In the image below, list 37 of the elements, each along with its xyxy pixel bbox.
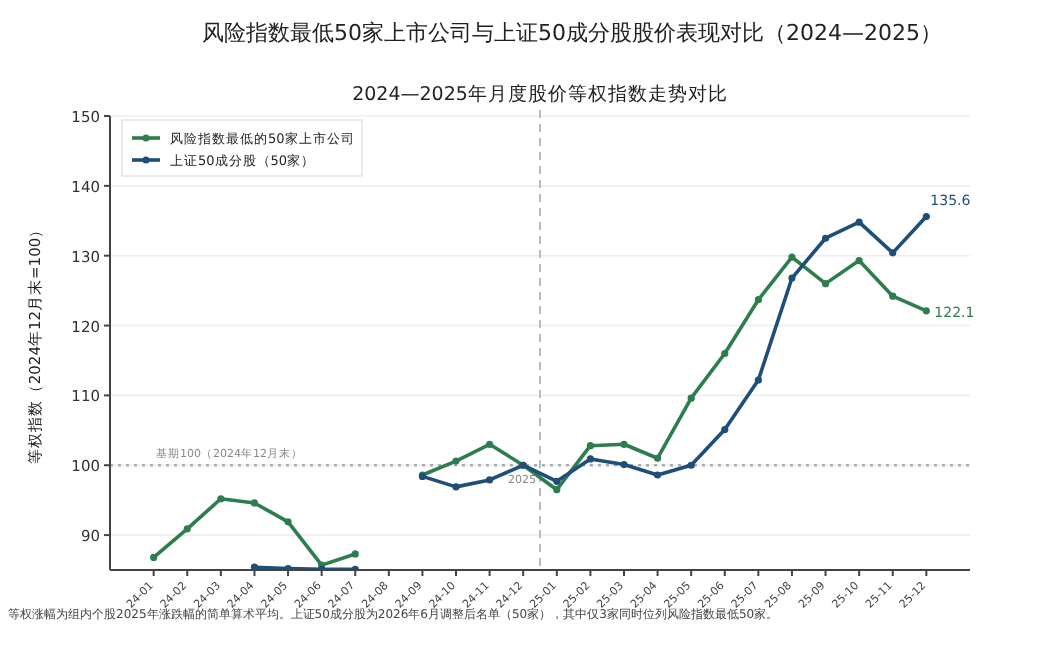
point [284,518,292,526]
point [653,454,662,462]
point [553,486,561,494]
point [889,292,897,300]
point [250,563,259,570]
point [183,525,191,533]
point [788,253,796,261]
point [855,218,863,226]
chart-subtitle: 2024—2025年月度股价等权指数走势对比 [352,82,728,106]
point [620,460,628,469]
point [687,461,695,469]
point [754,376,762,384]
point [889,249,897,257]
point [788,274,796,282]
point [855,256,863,265]
point [217,495,225,503]
point [486,440,494,448]
point [922,212,930,221]
point [687,394,695,402]
point [150,553,158,562]
point [351,550,359,558]
point [721,426,729,434]
point [754,296,762,304]
point [653,471,662,479]
point [452,457,460,465]
point [821,280,830,288]
point [721,349,729,358]
point [586,455,594,463]
point [821,234,830,242]
point [486,476,494,484]
point [452,483,460,491]
chart-title: 风险指数最低50家上市公司与上证50成分股股价表现对比（2024—2025） [202,20,942,46]
point [586,442,594,450]
point [620,440,628,448]
point [250,499,259,507]
point [922,307,930,315]
point [553,477,561,485]
